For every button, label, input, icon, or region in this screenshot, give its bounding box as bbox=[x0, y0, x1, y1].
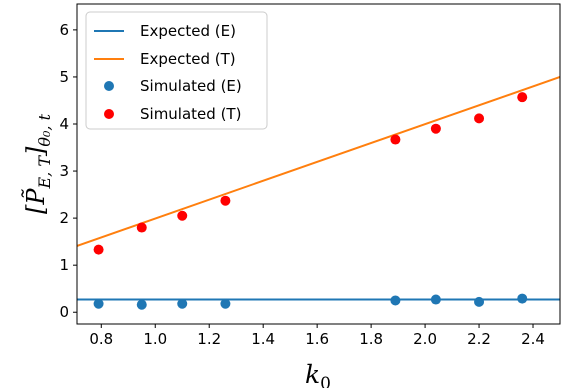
legend-swatch-dot-4 bbox=[104, 109, 114, 119]
scatter-point-s1-3 bbox=[177, 298, 188, 309]
y-axis-label-main: [P̃ bbox=[22, 188, 50, 214]
y-tick-label: 5 bbox=[59, 68, 69, 86]
scatter-point-s2-8 bbox=[517, 92, 528, 103]
y-tick-label: 4 bbox=[59, 115, 69, 133]
scatter-point-s1-1 bbox=[93, 298, 104, 309]
scatter-point-s2-3 bbox=[177, 210, 188, 221]
y-axis-label-subscript: E, T bbox=[35, 155, 54, 190]
legend-swatch-dot-3 bbox=[104, 81, 114, 91]
x-tick-label: 1.8 bbox=[359, 330, 383, 348]
legend-label-2: Expected (T) bbox=[140, 50, 236, 68]
x-tick-label: 0.8 bbox=[89, 330, 113, 348]
scatter-point-s1-6 bbox=[430, 294, 441, 305]
scatter-point-s2-1 bbox=[93, 244, 104, 255]
x-tick-label: 2.0 bbox=[413, 330, 437, 348]
legend: Expected (E) Expected (T) Simulated (E) Sim… bbox=[85, 11, 268, 130]
y-axis-label-subscript-2: θ₀, t bbox=[35, 113, 54, 146]
y-axis-label-bracket: ] bbox=[22, 146, 50, 157]
y-axis-ticks: 0 1 2 3 4 5 6 bbox=[59, 21, 77, 321]
x-tick-label: 1.6 bbox=[305, 330, 329, 348]
scatter-point-s1-4 bbox=[220, 298, 231, 309]
scatter-point-s2-5 bbox=[390, 134, 401, 145]
x-axis-label: k0 bbox=[305, 360, 331, 388]
scatter-point-s1-2 bbox=[136, 299, 147, 310]
y-tick-label: 2 bbox=[59, 209, 69, 227]
x-tick-label: 1.0 bbox=[143, 330, 167, 348]
y-tick-label: 3 bbox=[59, 162, 69, 180]
scatter-point-s2-6 bbox=[430, 123, 441, 134]
y-axis-label: [P̃E, T]θ₀, t bbox=[22, 113, 54, 214]
series-line-2 bbox=[77, 75, 560, 247]
legend-label-4: Simulated (T) bbox=[140, 105, 241, 123]
legend-label-3: Simulated (E) bbox=[140, 77, 242, 95]
scatter-point-s1-7 bbox=[474, 296, 485, 307]
y-tick-label: 0 bbox=[59, 303, 69, 321]
x-axis-label-subscript: 0 bbox=[320, 374, 331, 388]
plot-frame bbox=[76, 3, 561, 325]
scatter-point-s1-8 bbox=[517, 293, 528, 304]
scatter-point-s2-2 bbox=[136, 222, 147, 233]
legend-box bbox=[85, 11, 268, 130]
scatter-point-s1-5 bbox=[390, 295, 401, 306]
scatter-point-s2-4 bbox=[220, 195, 231, 206]
scatter-point-s2-7 bbox=[474, 113, 485, 124]
x-tick-label: 2.4 bbox=[521, 330, 545, 348]
x-tick-label: 1.2 bbox=[197, 330, 221, 348]
y-tick-label: 1 bbox=[59, 256, 69, 274]
y-tick-label: 6 bbox=[59, 21, 69, 39]
x-axis-ticks: 0.8 1.0 1.2 1.4 1.6 1.8 2.0 2.2 2.4 bbox=[89, 324, 545, 348]
x-tick-label: 2.2 bbox=[467, 330, 491, 348]
legend-label-1: Expected (E) bbox=[140, 22, 236, 40]
x-tick-label: 1.4 bbox=[251, 330, 275, 348]
x-axis-label-main: k bbox=[305, 360, 320, 388]
